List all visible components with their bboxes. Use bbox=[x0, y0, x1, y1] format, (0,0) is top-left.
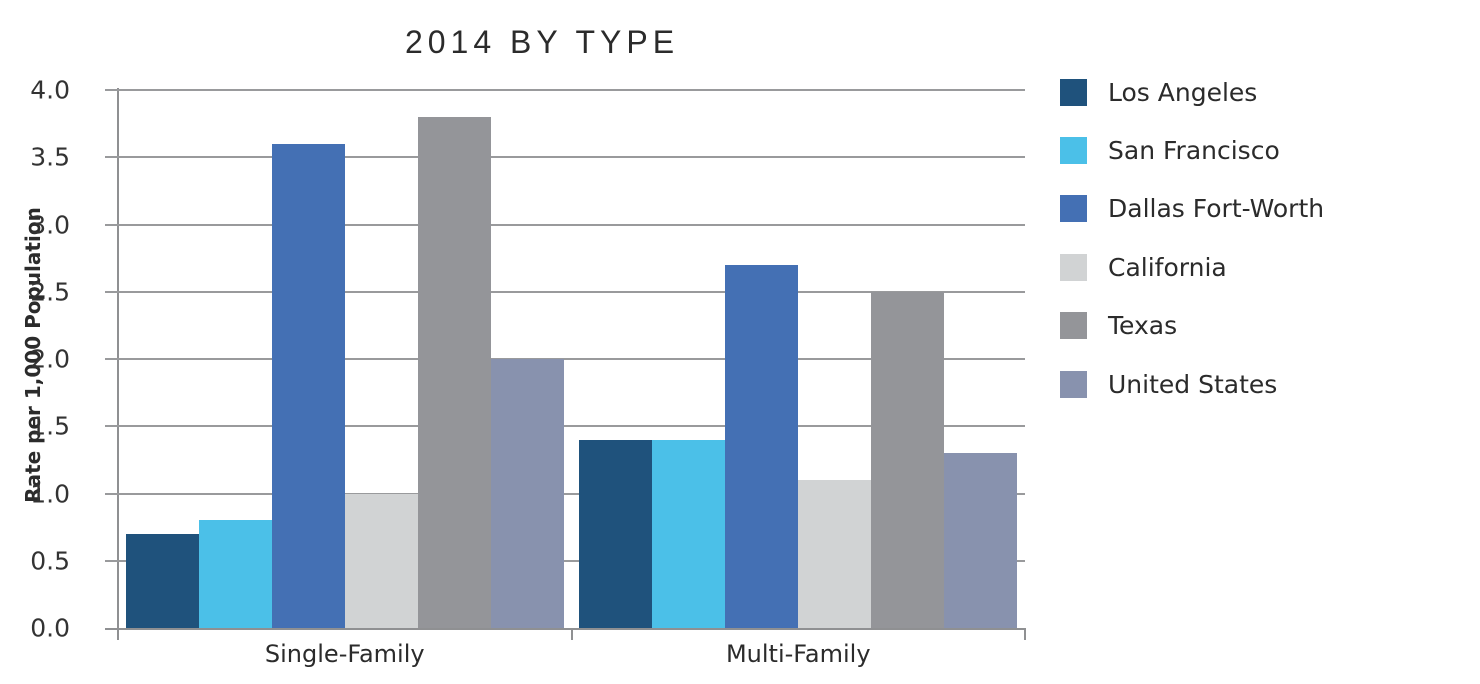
y-tick-label: 2.0 bbox=[30, 344, 70, 374]
legend-item-united-states: United States bbox=[1060, 369, 1278, 399]
legend-swatch bbox=[1060, 78, 1087, 106]
bar-texas-single-family bbox=[417, 116, 491, 628]
y-tick-label: 0.0 bbox=[30, 613, 70, 643]
bar-los-angeles-single-family bbox=[125, 533, 199, 628]
gridline bbox=[105, 425, 1025, 428]
gridline bbox=[105, 156, 1025, 159]
gridline bbox=[105, 559, 1025, 562]
legend-swatch bbox=[1060, 136, 1087, 164]
legend-label: California bbox=[1108, 252, 1227, 282]
bar-united-states-single-family bbox=[490, 359, 564, 628]
legend-item-california: California bbox=[1060, 252, 1227, 282]
x-category-label-multi-family: Multi-Family bbox=[725, 640, 871, 668]
bar-united-states-multi-family bbox=[944, 453, 1018, 628]
bar-dallas-fort-worth-multi-family bbox=[725, 264, 799, 628]
legend-label: Dallas Fort-Worth bbox=[1108, 194, 1325, 224]
gridline bbox=[105, 89, 1025, 91]
bar-san-francisco-multi-family bbox=[652, 439, 726, 628]
y-tick-label: 1.0 bbox=[30, 479, 70, 508]
y-tick-label: 0.5 bbox=[30, 546, 70, 576]
bar-los-angeles-multi-family bbox=[579, 439, 653, 628]
gridline bbox=[105, 290, 1025, 293]
legend-swatch bbox=[1060, 312, 1087, 340]
bar-san-francisco-single-family bbox=[198, 520, 272, 628]
x-axis-line bbox=[105, 628, 1025, 630]
legend-item-san-francisco: San Francisco bbox=[1060, 135, 1280, 165]
legend-item-texas: Texas bbox=[1060, 311, 1178, 341]
legend-swatch bbox=[1060, 253, 1087, 281]
gridline bbox=[105, 358, 1025, 360]
bar-texas-multi-family bbox=[871, 291, 945, 628]
x-axis-tick bbox=[570, 628, 573, 640]
legend-label: United States bbox=[1108, 369, 1278, 399]
legend-swatch bbox=[1060, 370, 1087, 398]
legend-label: Texas bbox=[1108, 311, 1178, 341]
chart-title: 2014 BY TYPE bbox=[404, 24, 680, 60]
x-category-label-single-family: Single-Family bbox=[264, 640, 425, 668]
legend-swatch bbox=[1060, 195, 1087, 223]
y-axis-line bbox=[117, 88, 119, 640]
gridline bbox=[105, 223, 1025, 226]
legend-label: San Francisco bbox=[1108, 135, 1280, 165]
y-tick-label: 3.5 bbox=[30, 142, 70, 172]
legend-label: Los Angeles bbox=[1108, 77, 1258, 107]
y-tick-label: 4.0 bbox=[30, 75, 70, 105]
legend-item-los-angeles: Los Angeles bbox=[1060, 77, 1258, 107]
bar-dallas-fort-worth-single-family bbox=[271, 143, 345, 628]
x-axis-tick bbox=[117, 628, 119, 640]
bar-california-multi-family bbox=[798, 480, 872, 628]
plot-area bbox=[105, 88, 1026, 640]
x-axis-tick bbox=[1024, 628, 1026, 640]
legend-item-dallas-fort-worth: Dallas Fort-Worth bbox=[1060, 194, 1325, 224]
y-tick-label: 3.0 bbox=[30, 210, 70, 239]
bar-california-single-family bbox=[344, 493, 418, 628]
y-tick-label: 1.5 bbox=[30, 411, 70, 441]
gridline bbox=[105, 492, 1025, 495]
y-tick-label: 2.5 bbox=[30, 277, 70, 307]
